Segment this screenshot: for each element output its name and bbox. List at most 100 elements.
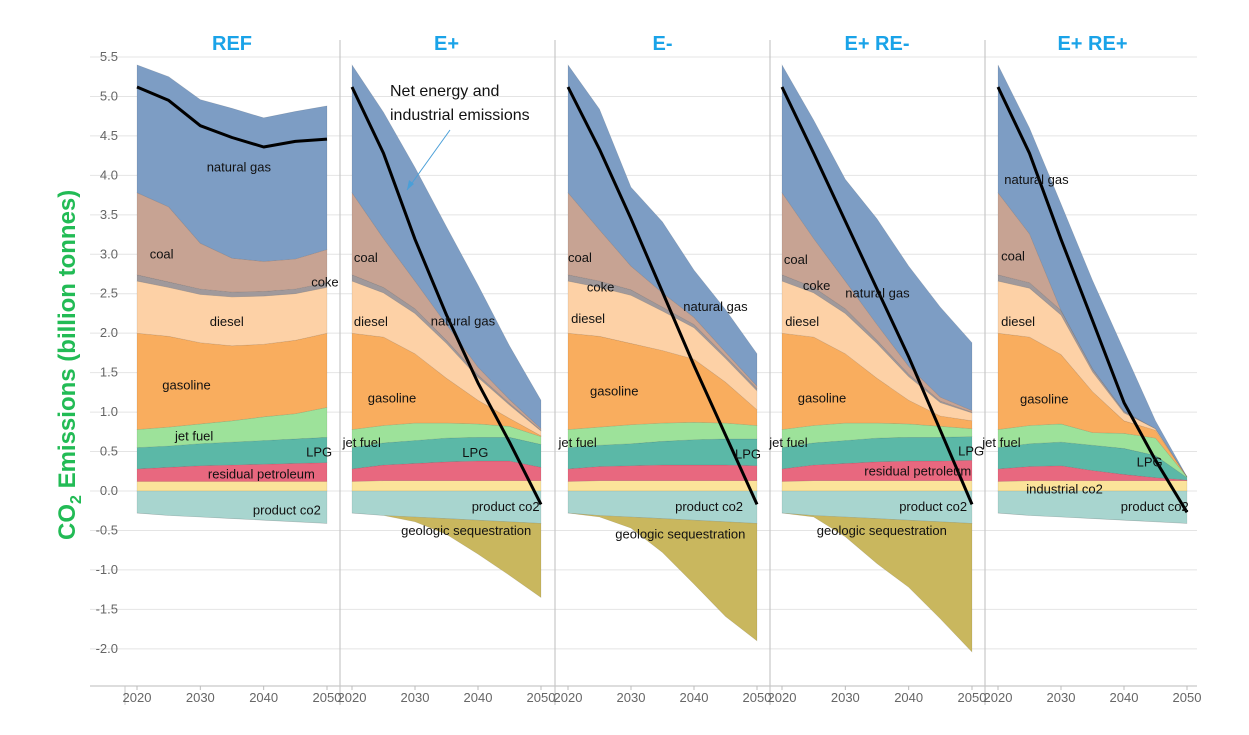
x-tick-label: 2050 (313, 690, 342, 705)
series-label: gasoline (368, 391, 416, 406)
series-label: coal (1001, 249, 1025, 264)
series-label: jet fuel (981, 435, 1020, 450)
y-tick-label: 4.5 (100, 128, 118, 143)
x-tick-label: 2030 (186, 690, 215, 705)
series-label: geologic sequestration (615, 526, 745, 541)
series-label: coal (150, 246, 174, 261)
series-label: diesel (571, 311, 605, 326)
y-tick-label: -2.0 (96, 641, 118, 656)
panel-title: E+ RE+ (1057, 33, 1127, 55)
annotation-layer: Net energy and industrial emissions (390, 83, 530, 191)
area-residual-petroleum (567, 464, 758, 482)
net-emissions-line (996, 86, 1189, 514)
annotation-arrowhead (407, 180, 414, 190)
net-emissions-line (780, 86, 974, 505)
area-geologic-sequestration (351, 512, 542, 599)
area-residual-petroleum (781, 459, 973, 482)
area-natural-gas (781, 63, 973, 411)
series-label: industrial co2 (1026, 481, 1103, 496)
area-diesel (997, 280, 1188, 477)
series-label: product co2 (253, 503, 321, 518)
y-tick-label: -1.5 (96, 601, 118, 616)
x-tick-label: 2050 (1173, 690, 1202, 705)
series-label: LPG (1137, 455, 1163, 470)
x-tick-label: 2050 (743, 690, 772, 705)
x-tick-label: 2030 (1047, 690, 1076, 705)
series-label: natural gas (207, 160, 272, 175)
series-label: geologic sequestration (401, 523, 531, 538)
panel-title: E+ RE- (844, 33, 909, 55)
panel-title: E+ (434, 33, 459, 55)
area-natural-gas (351, 63, 542, 430)
series-label: coke (587, 279, 614, 294)
x-tick-label: 2040 (1110, 690, 1139, 705)
y-tick-label: 0.0 (100, 483, 118, 498)
area-geologic-sequestration (136, 512, 328, 524)
series-label: diesel (354, 314, 388, 329)
series-label: LPG (958, 444, 984, 459)
series-label: gasoline (162, 377, 210, 392)
series-label: jet fuel (342, 435, 381, 450)
series-label: natural gas (845, 286, 910, 301)
series-label: diesel (785, 314, 819, 329)
area-natural-gas (567, 63, 758, 387)
area-diesel (351, 280, 542, 437)
y-axis-title-subscript: 2 (68, 495, 85, 504)
y-tick-label: 4.0 (100, 167, 118, 182)
series-label: natural gas (1004, 172, 1069, 187)
x-tick-label: 2020 (123, 690, 152, 705)
y-tick-label: 3.0 (100, 246, 118, 261)
series-label: product co2 (675, 499, 743, 514)
x-tick-label: 2040 (894, 690, 923, 705)
net-emissions-line (566, 86, 759, 506)
x-tick-label: 2020 (338, 690, 367, 705)
area-natural-gas (997, 64, 1188, 477)
panel-eplusminusre+: E+ RE+ natural gas coal diesel gasoline jet f… (981, 33, 1201, 705)
series-label: diesel (210, 314, 244, 329)
annotation-line-1: Net energy and (390, 83, 499, 100)
area-coal (351, 191, 542, 431)
series-label: diesel (1001, 314, 1035, 329)
y-tick-label: 3.5 (100, 207, 118, 222)
area-LPG (781, 436, 973, 470)
area-coal (781, 191, 973, 413)
annotation-arrow (406, 129, 451, 191)
annotation-line-2: industrial emissions (390, 107, 530, 124)
series-label: gasoline (798, 391, 846, 406)
area-industrial-co2 (567, 480, 758, 492)
x-tick-label: 2030 (617, 690, 646, 705)
net-emissions-line (136, 85, 328, 149)
panel-title: REF (212, 33, 252, 55)
series-label: residual petroleum (864, 463, 971, 478)
y-tick-label: 2.0 (100, 325, 118, 340)
area-diesel (567, 280, 758, 411)
area-industrial-co2 (351, 480, 542, 492)
series-label: jet fuel (768, 435, 807, 450)
area-residual-petroleum (351, 460, 542, 482)
y-tick-label: 1.5 (100, 365, 118, 380)
area-gasoline (781, 332, 973, 430)
area-coke (567, 274, 758, 392)
y-tick-label: 5.0 (100, 88, 118, 103)
series-label: product co2 (899, 499, 967, 514)
y-axis-title-main: CO (54, 504, 81, 540)
panel-eminus: E-coal coke natural gas diesel gasoline jet f… (554, 33, 772, 705)
x-tick-label: 2030 (831, 690, 860, 705)
x-tick-label: 2020 (984, 690, 1013, 705)
area-industrial-co2 (136, 481, 328, 492)
y-tick-label: 1.0 (100, 404, 118, 419)
area-jet-fuel (136, 407, 328, 448)
area-geologic-sequestration (997, 512, 1188, 524)
area-industrial-co2 (781, 480, 973, 492)
series-label: gasoline (590, 384, 638, 399)
y-axis-title-rest: Emissions (billion tonnes) (54, 190, 81, 495)
x-tick-label: 2030 (401, 690, 430, 705)
series-label: jet fuel (174, 429, 213, 444)
panel-eplus: E+ coal diesel natural gas gasoline jet fuel L… (338, 33, 556, 705)
y-tick-label: -1.0 (96, 562, 118, 577)
series-label: natural gas (431, 313, 496, 328)
series-label: product co2 (472, 499, 540, 514)
x-tick-label: 2040 (464, 690, 493, 705)
